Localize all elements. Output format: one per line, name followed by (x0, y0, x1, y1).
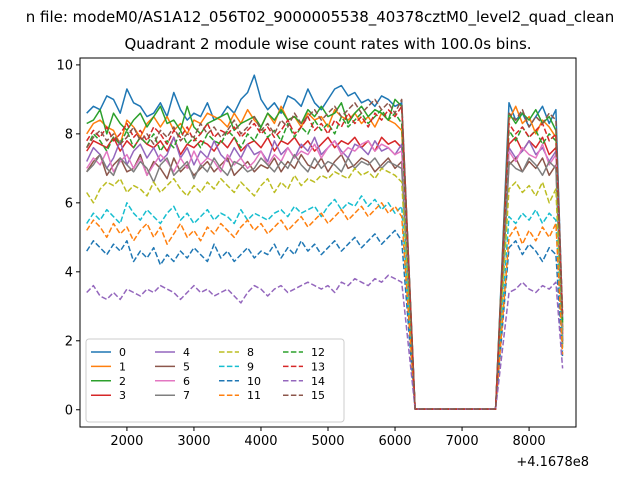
chart-suptitle: n file: modeM0/AS1A12_056T02_9000005538_… (26, 8, 615, 27)
legend-box (85, 338, 345, 423)
y-tick-label: 8 (65, 127, 73, 142)
x-tick-label: 2000 (110, 434, 143, 449)
legend-label-2: 2 (119, 375, 126, 388)
x-tick-label: 3000 (177, 434, 210, 449)
y-tick-label: 2 (65, 334, 73, 349)
legend-label-8: 8 (247, 346, 254, 359)
series-layer (86, 74, 564, 410)
legend-label-11: 11 (247, 389, 261, 402)
series-line-15 (86, 98, 564, 410)
x-tick-label: 8000 (513, 434, 546, 449)
legend-label-15: 15 (311, 389, 325, 402)
legend-label-13: 13 (311, 360, 325, 373)
y-tick-label: 0 (65, 403, 73, 418)
legend-label-4: 4 (183, 346, 190, 359)
legend-label-3: 3 (119, 389, 126, 402)
x-tick-label: 7000 (446, 434, 479, 449)
chart-title: Quadrant 2 module wise count rates with … (124, 35, 531, 53)
legend-label-9: 9 (247, 360, 254, 373)
legend-label-6: 6 (183, 375, 190, 388)
legend-label-0: 0 (119, 346, 126, 359)
plot-area (79, 57, 577, 428)
x-tick-label: 4000 (244, 434, 277, 449)
legend-label-5: 5 (183, 360, 190, 373)
y-tick-label: 4 (65, 265, 73, 280)
legend-label-12: 12 (311, 346, 325, 359)
y-axis: 0 2 4 6 8 10 (56, 58, 80, 418)
series-line-11 (86, 202, 564, 410)
legend-label-10: 10 (247, 375, 261, 388)
y-tick-label: 10 (56, 58, 73, 73)
x-tick-label: 5000 (311, 434, 344, 449)
legend-label-14: 14 (311, 375, 325, 388)
x-axis: 2000 3000 4000 5000 6000 7000 8000 (110, 427, 546, 449)
x-tick-label: 6000 (378, 434, 411, 449)
series-line-14 (86, 274, 564, 410)
legend-label-1: 1 (119, 360, 126, 373)
y-tick-label: 6 (65, 196, 73, 211)
x-offset-label: +4.1678e8 (516, 455, 589, 470)
legend-label-7: 7 (183, 389, 190, 402)
